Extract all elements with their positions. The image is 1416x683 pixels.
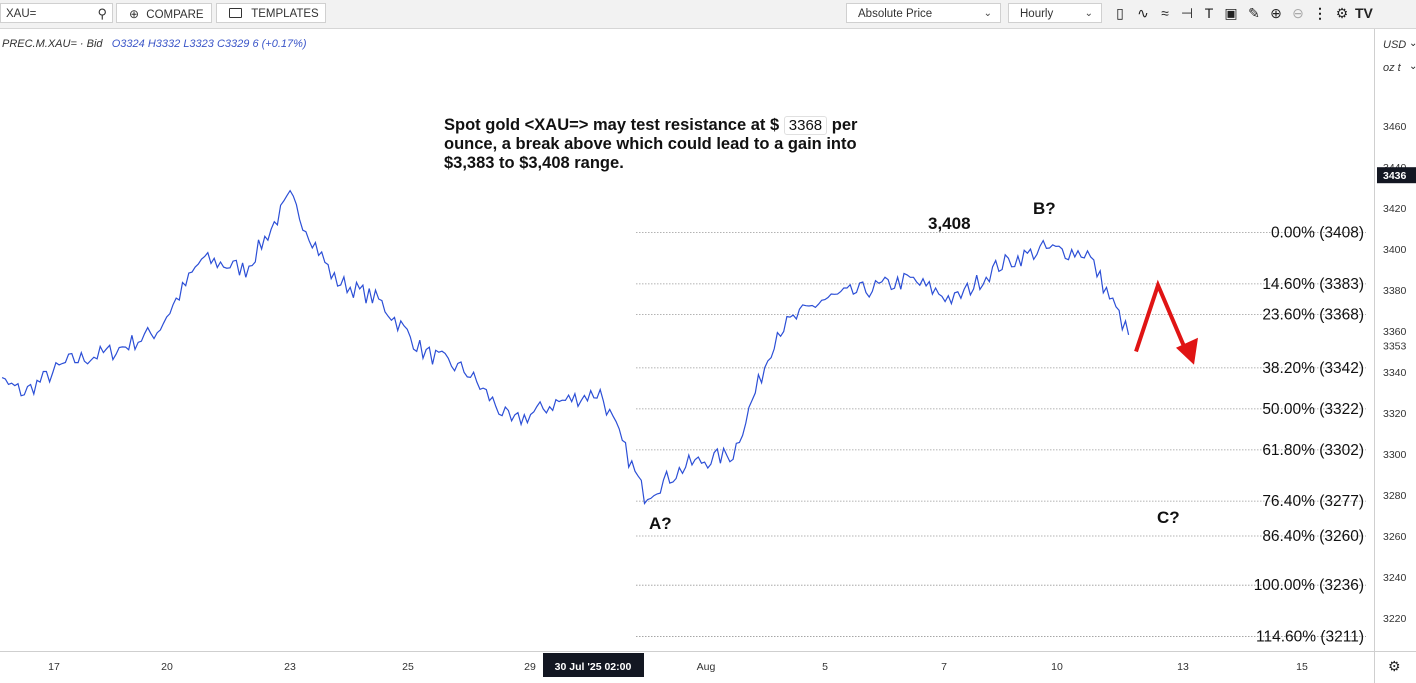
interval-select[interactable]: Hourly ⌄ <box>1008 3 1102 23</box>
x-tick-label: 17 <box>48 661 60 673</box>
price-series-line <box>1 189 1130 505</box>
y-tick-label: 3400 <box>1383 244 1407 256</box>
more-options-icon[interactable]: ⋮ <box>1313 5 1327 21</box>
text-tool-icon[interactable]: T <box>1204 5 1214 21</box>
legend-high: H3332 <box>147 38 181 50</box>
candlestick-chart-icon[interactable]: ▯ <box>1116 5 1124 21</box>
plus-circle-icon: ⊕ <box>129 7 140 21</box>
y-tick-label: 3260 <box>1383 531 1407 543</box>
x-tick-label: 10 <box>1051 661 1063 673</box>
current-price-label: 3353 <box>1383 340 1407 352</box>
legend-symbol: PREC.M.XAU= · Bid <box>2 38 103 50</box>
indicators-icon[interactable]: ∿ <box>1137 5 1149 21</box>
top-toolbar: XAU= ⚲ ⊕ COMPARE TEMPLATES Absolute Pric… <box>0 0 1416 29</box>
zoom-out-icon[interactable]: ⊖ <box>1292 5 1304 21</box>
x-tick-label: 23 <box>284 661 296 673</box>
compare-lines-icon[interactable]: ≈ <box>1161 5 1169 21</box>
interval-value: Hourly <box>1020 8 1054 20</box>
price-axis[interactable]: USD ⌄ oz t ⌄ 3220 3240 3260 3280 3300 3320 334… <box>1374 29 1416 651</box>
y-tick-label: 3280 <box>1383 490 1407 502</box>
x-tick-label: 15 <box>1296 661 1308 673</box>
legend-open: O3324 <box>111 38 145 50</box>
legend-low: L3323 <box>183 38 214 50</box>
wave-label-a: A? <box>649 514 672 533</box>
axis-corner: ⚙ <box>1374 651 1416 683</box>
chevron-down-icon: ⌄ <box>983 8 992 19</box>
chart-annotation: Spot gold <XAU=> may test resistance at … <box>444 116 914 173</box>
templates-label: TEMPLATES <box>251 8 319 20</box>
symbol-search-value: XAU= <box>6 8 37 20</box>
peak-label: 3,408 <box>928 214 971 233</box>
x-tick-label: 29 <box>524 661 536 673</box>
fib-level-label: 38.20% (3342) <box>1262 360 1364 377</box>
y-tick-label: 3460 <box>1383 121 1407 133</box>
annotation-line1-post: per <box>831 116 858 134</box>
y-tick-label: 3320 <box>1383 408 1407 420</box>
annotation-value: 3368 <box>783 116 828 135</box>
y-tick-label: 3420 <box>1383 203 1407 215</box>
legend-change: 6 (+0.17%) <box>252 38 307 50</box>
annotation-line2: ounce, a break above which could lead to… <box>444 135 857 153</box>
tradingview-logo-icon: TV <box>1355 5 1373 21</box>
y-tick-label: 3240 <box>1383 572 1407 584</box>
fib-level-label: 0.00% (3408) <box>1271 225 1364 242</box>
last-price-marker <box>1377 167 1416 184</box>
currency-unit[interactable]: USD <box>1383 39 1407 51</box>
fib-level-label: 76.40% (3277) <box>1262 493 1364 510</box>
fib-level-label: 50.00% (3322) <box>1262 401 1364 418</box>
ohlc-legend: PREC.M.XAU= · Bid O3324 H3332 L3323 C332… <box>2 38 307 50</box>
projection-arrow <box>1134 279 1198 365</box>
last-price-label: 3436 <box>1383 170 1407 182</box>
chevron-down-icon: ⌄ <box>1409 38 1416 49</box>
settings-icon[interactable]: ⚙ <box>1388 658 1401 674</box>
chevron-down-icon: ⌄ <box>1084 8 1093 19</box>
annotation-line3: $3,383 to $3,408 range. <box>444 154 624 172</box>
price-mode-value: Absolute Price <box>858 8 933 20</box>
time-cursor-marker <box>543 653 644 677</box>
price-mode-select[interactable]: Absolute Price ⌄ <box>846 3 1001 23</box>
price-axis-ticks: 3220 3240 3260 3280 3300 3320 3340 3360 3380 3400… <box>1377 121 1416 625</box>
fib-level-label: 23.60% (3368) <box>1262 307 1364 324</box>
fib-level-label: 100.00% (3236) <box>1254 577 1364 594</box>
folder-icon <box>229 8 242 18</box>
price-chart[interactable]: 0.00% (3408) 14.60% (3383) 23.60% (3368) 38… <box>0 29 1374 651</box>
time-axis[interactable]: 17 20 23 25 29 Aug 5 7 10 13 15 30 Jul '25 02:00 <box>0 651 1374 683</box>
wave-label-b: B? <box>1033 199 1056 218</box>
arrow-head-icon <box>1176 337 1198 365</box>
projection-arrow-shaft <box>1134 279 1190 357</box>
fib-level-label: 14.60% (3383) <box>1262 276 1364 293</box>
x-tick-label: 7 <box>941 661 947 673</box>
draw-tool-icon[interactable]: ✎ <box>1248 5 1260 21</box>
x-tick-label: 20 <box>161 661 173 673</box>
legend-close: C3329 <box>216 38 250 50</box>
wave-label-c: C? <box>1157 508 1180 527</box>
time-cursor-label: 30 Jul '25 02:00 <box>555 661 632 673</box>
search-icon[interactable]: ⚲ <box>97 6 107 21</box>
zoom-in-icon[interactable]: ⊕ <box>1270 5 1282 21</box>
symbol-search-field[interactable]: XAU= ⚲ <box>0 3 113 23</box>
chevron-down-icon: ⌄ <box>1409 61 1416 72</box>
x-tick-label: 5 <box>822 661 828 673</box>
annotation-line1-pre: Spot gold <XAU=> may test resistance at … <box>444 116 780 134</box>
compare-button[interactable]: ⊕ COMPARE <box>116 3 212 23</box>
y-tick-label: 3360 <box>1383 326 1407 338</box>
fib-level-label: 114.60% (3211) <box>1256 628 1364 645</box>
y-tick-label: 3220 <box>1383 613 1407 625</box>
weight-unit[interactable]: oz t <box>1383 62 1401 74</box>
fib-level-label: 86.40% (3260) <box>1262 528 1364 545</box>
y-tick-label: 3340 <box>1383 367 1407 379</box>
fib-level-label: 61.80% (3302) <box>1262 442 1364 459</box>
compare-label: COMPARE <box>146 9 204 21</box>
fibonacci-levels: 0.00% (3408) 14.60% (3383) 23.60% (3368) 38… <box>636 225 1366 645</box>
x-tick-label: 13 <box>1177 661 1189 673</box>
templates-button[interactable]: TEMPLATES <box>216 3 326 23</box>
y-tick-label: 3380 <box>1383 285 1407 297</box>
x-tick-label: 25 <box>402 661 414 673</box>
horizontal-line-icon[interactable]: ⊣ <box>1180 5 1194 21</box>
rectangle-tool-icon[interactable]: ▣ <box>1224 5 1238 21</box>
y-tick-label: 3300 <box>1383 449 1407 461</box>
time-axis-ticks: 17 20 23 25 29 Aug 5 7 10 13 15 30 Jul '25 02:00 <box>48 653 1308 677</box>
x-tick-label: Aug <box>697 661 716 673</box>
settings-icon[interactable]: ⚙ <box>1335 5 1349 21</box>
